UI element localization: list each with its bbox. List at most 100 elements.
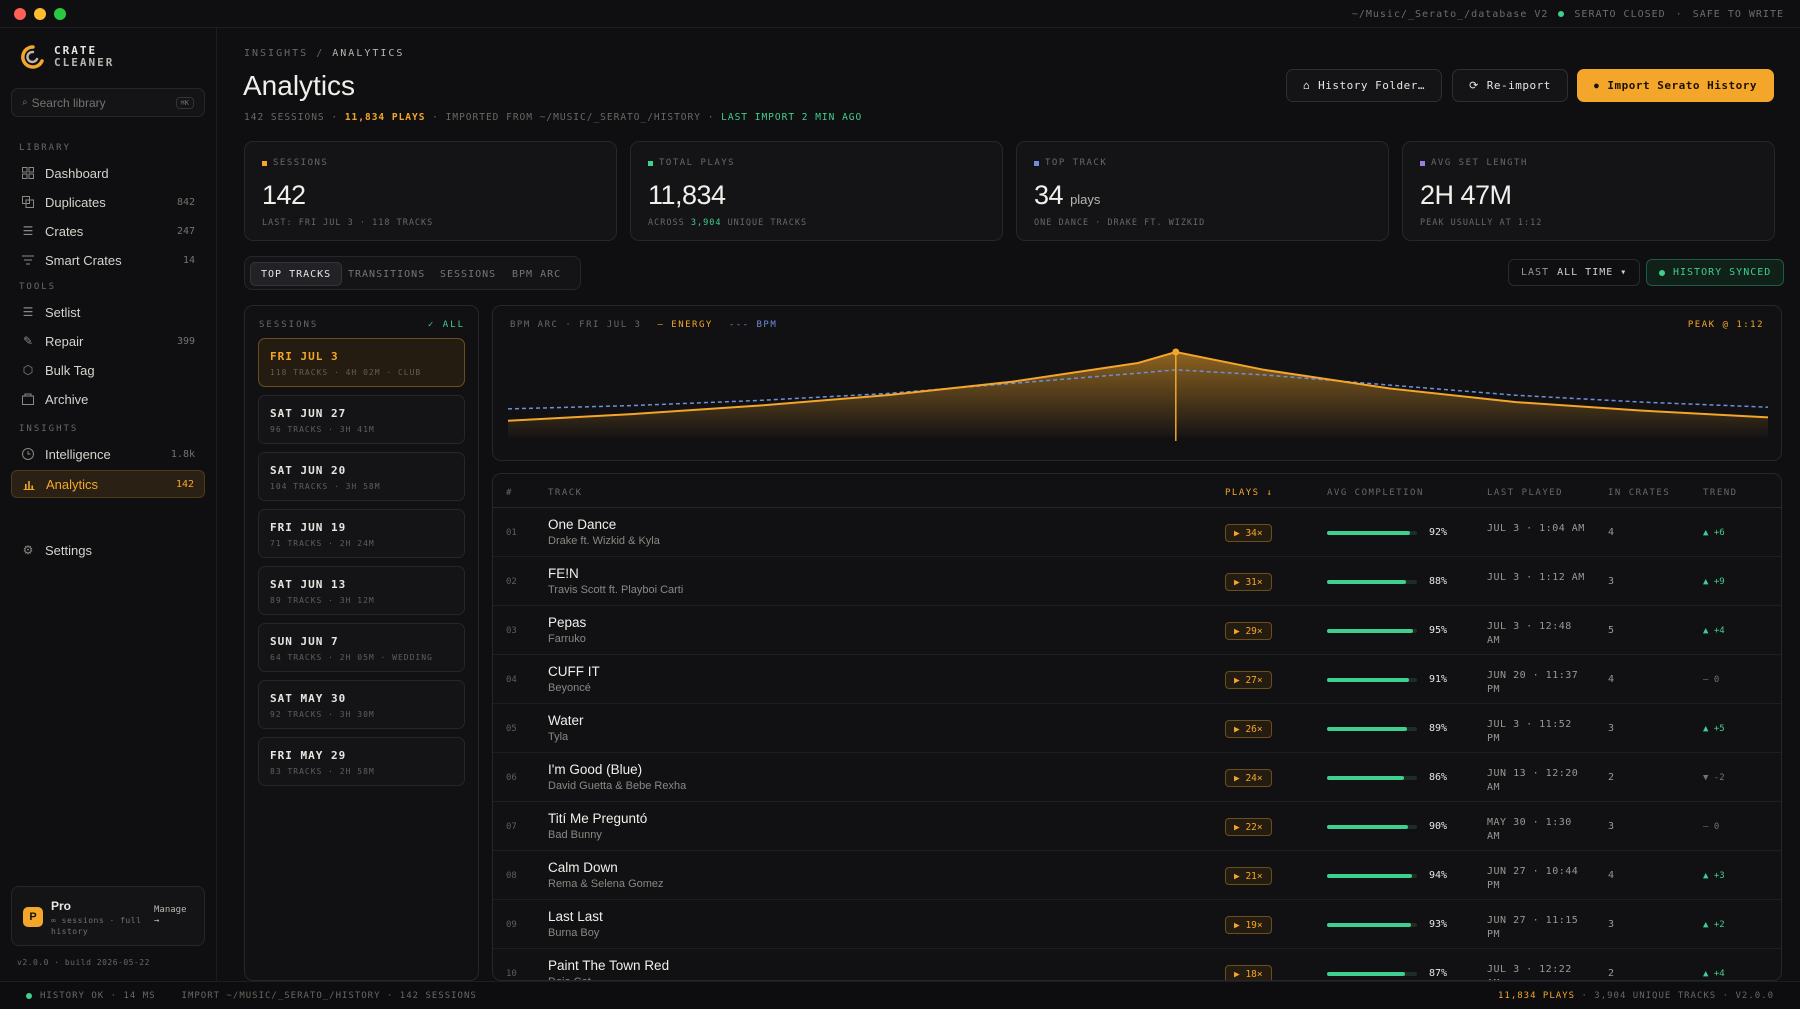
table-row[interactable]: 02 FE!N Travis Scott ft. Playboi Carti ▶ 31… bbox=[493, 557, 1781, 606]
in-crates: 2 bbox=[1608, 968, 1615, 979]
table-row[interactable]: 07 Tití Me Preguntó Bad Bunny ▶ 22× 90% MAY 3… bbox=[493, 802, 1781, 851]
session-sub: 83 TRACKS · 2H 58M bbox=[270, 767, 375, 776]
page-title: Analytics bbox=[243, 70, 356, 101]
table-row[interactable]: 06 I'm Good (Blue) David Guetta & Bebe Rex… bbox=[493, 753, 1781, 802]
track-title: FE!N bbox=[548, 566, 579, 581]
energy-line bbox=[507, 350, 1769, 422]
history-folder-button[interactable]: ⌂ History Folder… bbox=[1286, 69, 1442, 102]
sidebar-item-bulk-tag[interactable]: ⬡ Bulk Tag bbox=[11, 356, 205, 384]
trend: ▲ +6 bbox=[1703, 528, 1725, 538]
track-title: Pepas bbox=[548, 615, 587, 630]
col-trend[interactable]: TREND bbox=[1703, 488, 1738, 498]
list-icon: ☰ bbox=[22, 305, 34, 319]
stat-value-wrap: 34 plays bbox=[1034, 180, 1100, 211]
session-item[interactable]: SAT MAY 30 92 TRACKS · 3H 30M bbox=[258, 680, 465, 729]
completion-fill bbox=[1327, 678, 1409, 682]
session-item[interactable]: SAT JUN 27 96 TRACKS · 3H 41M bbox=[258, 395, 465, 444]
completion-percent: 89% bbox=[1429, 723, 1448, 734]
brand[interactable]: CRATE CLEANER bbox=[20, 44, 114, 70]
peak-point[interactable] bbox=[1172, 348, 1180, 356]
close-window-button[interactable] bbox=[14, 7, 26, 20]
last-played: JUN 20 · 11:37 PM bbox=[1487, 670, 1579, 695]
trend: ▲ +5 bbox=[1703, 724, 1725, 734]
breadcrumb-root[interactable]: INSIGHTS bbox=[244, 48, 309, 59]
last-played: JUN 27 · 10:44 PM bbox=[1487, 866, 1579, 891]
in-crates: 3 bbox=[1608, 723, 1615, 734]
search-input[interactable]: ⌕ Search library ⌘K bbox=[11, 88, 205, 117]
import-serato-history-button[interactable]: ● Import Serato History bbox=[1577, 69, 1774, 102]
search-shortcut: ⌘K bbox=[175, 96, 194, 109]
sidebar-item-label: Intelligence bbox=[45, 446, 111, 462]
sidebar-item-setlist[interactable]: ☰ Setlist bbox=[11, 298, 205, 326]
in-crates: 4 bbox=[1608, 527, 1615, 538]
sidebar-item-smart-crates[interactable]: Smart Crates 14 bbox=[11, 246, 205, 274]
session-date: SAT JUN 27 bbox=[270, 407, 347, 420]
table-row[interactable]: 05 Water Tyla ▶ 26× 89% JUL 3 · 11:52 PM 3 ▲ +5 bbox=[493, 704, 1781, 753]
reimport-button[interactable]: ⟳ Re-import bbox=[1452, 69, 1568, 102]
synced-dot-icon bbox=[1659, 269, 1665, 276]
session-sub: 96 TRACKS · 3H 41M bbox=[270, 425, 375, 434]
col-in-crates[interactable]: IN CRATES bbox=[1608, 488, 1671, 498]
col-track[interactable]: TRACK bbox=[548, 488, 583, 498]
row-number: 09 bbox=[506, 920, 517, 930]
completion-fill bbox=[1327, 972, 1406, 976]
session-item[interactable]: FRI JUN 19 71 TRACKS · 2H 24M bbox=[258, 509, 465, 558]
table-row[interactable]: 01 One Dance Drake ft. Wizkid & Kyla ▶ 34× 9… bbox=[493, 508, 1781, 557]
session-item[interactable]: SAT JUN 20 104 TRACKS · 3H 58M bbox=[258, 452, 465, 501]
col-completion[interactable]: AVG COMPLETION bbox=[1327, 488, 1424, 498]
sidebar-item-dashboard[interactable]: Dashboard bbox=[11, 159, 205, 187]
zoom-window-button[interactable] bbox=[54, 7, 66, 20]
sidebar-item-duplicates[interactable]: Duplicates 842 bbox=[11, 188, 205, 216]
col-num: # bbox=[506, 488, 513, 498]
tab-sessions[interactable]: SESSIONS bbox=[440, 268, 497, 280]
plays-badge: ▶ 31× bbox=[1225, 573, 1272, 591]
session-item[interactable]: SAT JUN 13 89 TRACKS · 3H 12M bbox=[258, 566, 465, 615]
history-synced-badge: HISTORY SYNCED bbox=[1646, 259, 1785, 286]
sidebar-item-settings[interactable]: ⚙ Settings bbox=[11, 536, 205, 564]
sidebar-item-repair[interactable]: ✎ Repair 399 bbox=[11, 327, 205, 355]
completion-bar bbox=[1327, 825, 1417, 829]
sidebar-item-archive[interactable]: Archive bbox=[11, 385, 205, 413]
col-plays[interactable]: PLAYS ↓ bbox=[1225, 488, 1274, 498]
plan-title: Pro bbox=[51, 899, 72, 913]
table-row[interactable]: 10 Paint The Town Red Doja Cat ▶ 18× 87% JUL … bbox=[493, 949, 1781, 980]
sessions-panel: SESSIONS ✓ ALL FRI JUL 3 118 TRACKS · 4H … bbox=[244, 305, 479, 981]
track-artist: Doja Cat bbox=[548, 976, 591, 980]
track-artist: Beyoncé bbox=[548, 682, 591, 694]
in-crates: 3 bbox=[1608, 821, 1615, 832]
last-played: JUL 3 · 1:12 AM bbox=[1487, 572, 1585, 583]
completion-percent: 87% bbox=[1429, 968, 1448, 979]
track-title: CUFF IT bbox=[548, 664, 600, 679]
minimize-window-button[interactable] bbox=[34, 7, 46, 20]
manage-plan-link[interactable]: Manage → bbox=[154, 905, 187, 926]
bpm-arc-svg bbox=[507, 348, 1769, 441]
completion-percent: 86% bbox=[1429, 772, 1448, 783]
filter-icon bbox=[21, 253, 35, 267]
wrench-icon: ✎ bbox=[22, 334, 34, 348]
tab-transitions[interactable]: TRANSITIONS bbox=[348, 268, 426, 280]
col-last-played[interactable]: LAST PLAYED bbox=[1487, 488, 1564, 498]
session-item[interactable]: SUN JUN 7 64 TRACKS · 2H 05M · WEDDING bbox=[258, 623, 465, 672]
track-title: Tití Me Preguntó bbox=[548, 811, 648, 826]
tab-top-tracks[interactable]: TOP TRACKS bbox=[250, 262, 343, 286]
session-item[interactable]: FRI JUL 3 118 TRACKS · 4H 02M · CLUB bbox=[258, 338, 465, 387]
completion-percent: 95% bbox=[1429, 625, 1448, 636]
sidebar-item-crates[interactable]: ☰ Crates 247 bbox=[11, 217, 205, 245]
sidebar-item-analytics[interactable]: Analytics 142 bbox=[11, 470, 205, 498]
table-row[interactable]: 03 Pepas Farruko ▶ 29× 95% JUL 3 · 12:48 AM 5 ▲… bbox=[493, 606, 1781, 655]
meta-import: IMPORTED FROM ~/MUSIC/_SERATO_/HISTORY bbox=[445, 112, 701, 123]
status-dot-icon bbox=[1558, 11, 1565, 17]
track-artist: Bad Bunny bbox=[548, 829, 602, 841]
sidebar-item-intelligence[interactable]: Intelligence 1.8k bbox=[11, 440, 205, 468]
completion-bar bbox=[1327, 776, 1417, 780]
range-select[interactable]: LAST ALL TIME ▾ bbox=[1508, 259, 1641, 286]
session-item[interactable]: FRI MAY 29 83 TRACKS · 2H 58M bbox=[258, 737, 465, 786]
sessions-all-toggle[interactable]: ✓ ALL bbox=[427, 320, 465, 330]
sync-label: HISTORY SYNCED bbox=[1673, 267, 1772, 278]
table-row[interactable]: 09 Last Last Burna Boy ▶ 19× 93% JUN 27 · 11:… bbox=[493, 900, 1781, 949]
table-row[interactable]: 08 Calm Down Rema & Selena Gomez ▶ 21× 94% JU… bbox=[493, 851, 1781, 900]
row-number: 06 bbox=[506, 773, 517, 783]
tab-bpm-arc[interactable]: BPM ARC bbox=[512, 268, 562, 280]
table-row[interactable]: 04 CUFF IT Beyoncé ▶ 27× 91% JUN 20 · 11:37 P… bbox=[493, 655, 1781, 704]
stat-sub: PEAK USUALLY AT 1:12 bbox=[1420, 218, 1543, 228]
